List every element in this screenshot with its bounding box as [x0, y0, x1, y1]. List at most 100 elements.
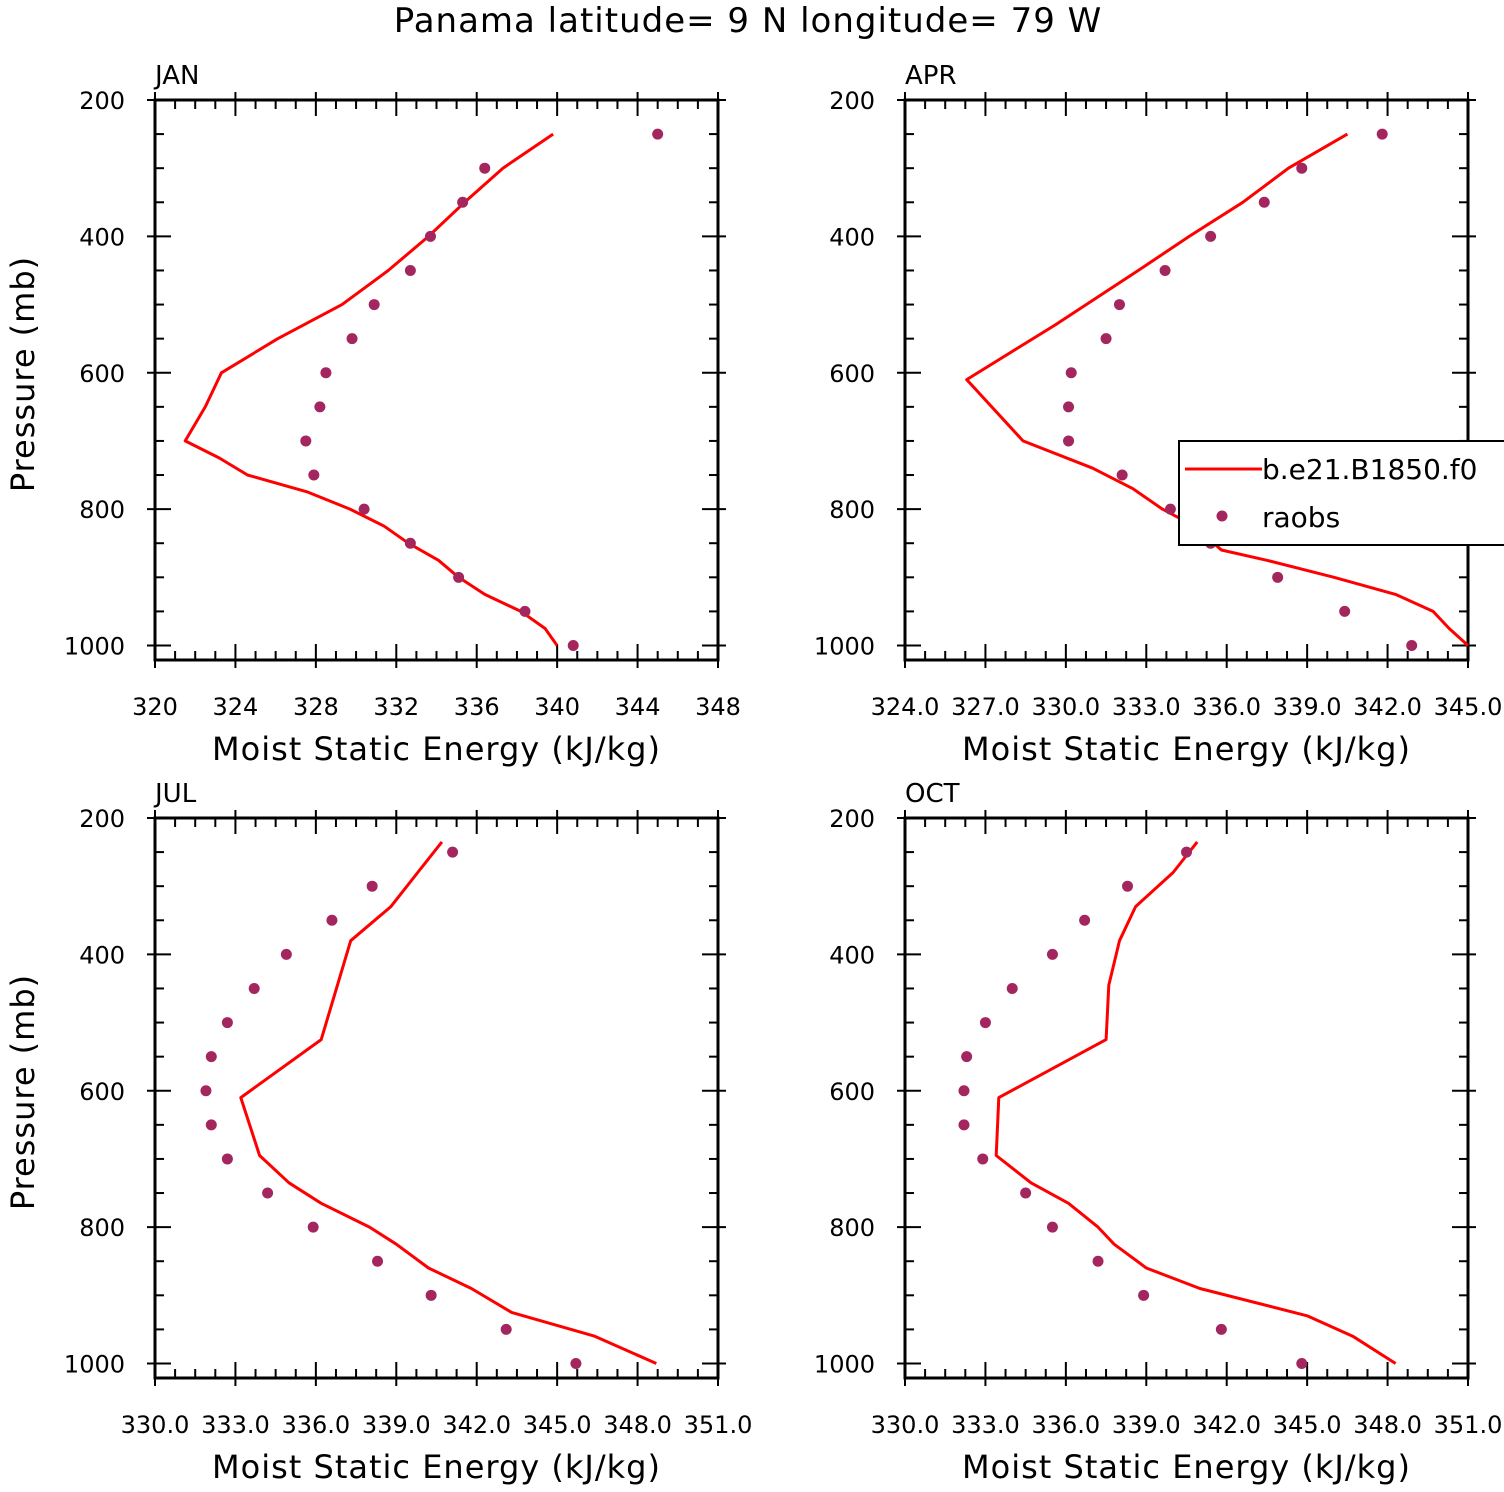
x-tick-label: 344	[615, 693, 661, 721]
raobs-point	[404, 537, 416, 549]
raobs-point	[479, 162, 491, 174]
raobs-point	[200, 1085, 212, 1097]
y-tick-label: 800	[829, 1214, 875, 1242]
raobs-point	[500, 1323, 512, 1335]
x-axis-label: Moist Static Energy (kJ/kg)	[962, 730, 1411, 768]
panel-title: JUL	[153, 779, 197, 809]
y-tick-label: 400	[79, 941, 125, 969]
raobs-point	[314, 401, 326, 413]
raobs-point	[1063, 435, 1075, 447]
raobs-point	[1100, 333, 1112, 345]
y-tick-label: 800	[79, 496, 125, 524]
model-series-line	[994, 840, 1397, 1365]
x-tick-label: 339.0	[362, 1411, 431, 1439]
x-tick-label: 330.0	[121, 1411, 190, 1439]
raobs-point	[425, 1289, 437, 1301]
raobs-point	[1181, 846, 1192, 858]
raobs-point	[346, 333, 358, 345]
figure-title: Panama latitude= 9 N longitude= 79 W	[394, 1, 1103, 41]
raobs-point	[326, 914, 338, 926]
y-tick-label: 400	[829, 223, 875, 251]
raobs-point	[366, 880, 378, 892]
model-series-line	[183, 132, 559, 647]
y-tick-label: 800	[79, 1214, 125, 1242]
raobs-point	[1164, 503, 1176, 515]
raobs-point	[1116, 469, 1128, 481]
raobs-point	[205, 1119, 217, 1131]
raobs-point	[1296, 1358, 1308, 1369]
x-tick-label: 324	[213, 693, 259, 721]
raobs-point	[457, 196, 469, 208]
y-axis-label: Pressure (mb)	[4, 256, 42, 492]
raobs-point	[1159, 264, 1171, 276]
raobs-point	[372, 1255, 384, 1267]
raobs-point	[280, 948, 292, 960]
raobs-point	[1092, 1255, 1104, 1267]
x-tick-label: 327.0	[951, 693, 1020, 721]
y-tick-label: 1000	[64, 633, 125, 661]
x-tick-label: 345.0	[1434, 693, 1503, 721]
x-tick-label: 330.0	[871, 1411, 940, 1439]
raobs-point	[570, 1358, 582, 1369]
x-tick-label: 336.0	[1192, 693, 1261, 721]
raobs-point	[308, 469, 320, 481]
y-tick-label: 600	[829, 360, 875, 388]
raobs-point	[958, 1119, 970, 1131]
raobs-point	[320, 367, 332, 379]
x-tick-label: 339.0	[1112, 1411, 1181, 1439]
x-tick-label: 333.0	[201, 1411, 270, 1439]
x-tick-label: 348.0	[603, 1411, 672, 1439]
raobs-point	[1046, 948, 1058, 960]
x-tick-label: 330.0	[1031, 693, 1100, 721]
raobs-point	[1065, 367, 1077, 379]
x-tick-label: 345.0	[1273, 1411, 1342, 1439]
x-tick-label: 340	[534, 693, 580, 721]
raobs-point	[1215, 1323, 1227, 1335]
x-tick-label: 342.0	[1353, 693, 1422, 721]
x-tick-label: 328	[293, 693, 339, 721]
raobs-point	[1406, 640, 1418, 651]
x-tick-label: 348.0	[1353, 1411, 1422, 1439]
x-tick-label: 342.0	[442, 1411, 511, 1439]
raobs-point	[961, 1051, 973, 1063]
y-tick-label: 1000	[814, 633, 875, 661]
raobs-point	[248, 982, 260, 994]
y-tick-label: 400	[829, 941, 875, 969]
x-tick-label: 351.0	[1434, 1411, 1503, 1439]
panel-jan: JAN 200 400 600 800 1000 320 324 328 332 336 340 344…	[4, 61, 741, 768]
x-tick-label: 336.0	[281, 1411, 350, 1439]
y-tick-label: 200	[829, 87, 875, 115]
y-tick-label: 800	[829, 496, 875, 524]
y-tick-label: 600	[829, 1078, 875, 1106]
panels: JAN 200 400 600 800 1000 320 324 328 332 336 340 344…	[4, 61, 1502, 1486]
legend-box	[1178, 440, 1504, 546]
x-tick-label: 333.0	[1112, 693, 1181, 721]
panel-title: APR	[905, 61, 957, 91]
y-tick-label: 1000	[814, 1351, 875, 1379]
raobs-point	[1296, 162, 1308, 174]
raobs-point	[404, 264, 416, 276]
raobs-point	[1006, 982, 1018, 994]
raobs-point	[979, 1017, 991, 1029]
legend: b.e21.B1850.f0 raobs	[1178, 440, 1504, 546]
x-tick-label: 336	[454, 693, 500, 721]
x-axis-label: Moist Static Energy (kJ/kg)	[212, 730, 661, 768]
x-axis-label: Moist Static Energy (kJ/kg)	[962, 1448, 1411, 1486]
raobs-point	[221, 1017, 233, 1029]
raobs-point	[567, 640, 579, 651]
model-series-line	[239, 840, 657, 1365]
raobs-point	[1122, 880, 1134, 892]
raobs-point	[1258, 196, 1270, 208]
x-tick-label: 333.0	[951, 1411, 1020, 1439]
panel-title: OCT	[905, 779, 960, 809]
x-tick-label: 324.0	[871, 693, 940, 721]
x-tick-label: 320	[132, 693, 178, 721]
legend-obs-label: raobs	[1262, 501, 1340, 534]
panel-jul: JUL 200 400 600 800 1000 330.0 333.0 336.0 339.0 3…	[4, 779, 752, 1486]
raobs-point	[300, 435, 312, 447]
raobs-point	[368, 299, 380, 311]
raobs-point	[221, 1153, 233, 1165]
x-tick-label: 336.0	[1031, 1411, 1100, 1439]
raobs-point	[1079, 914, 1091, 926]
legend-dot-swatch	[1216, 510, 1228, 522]
